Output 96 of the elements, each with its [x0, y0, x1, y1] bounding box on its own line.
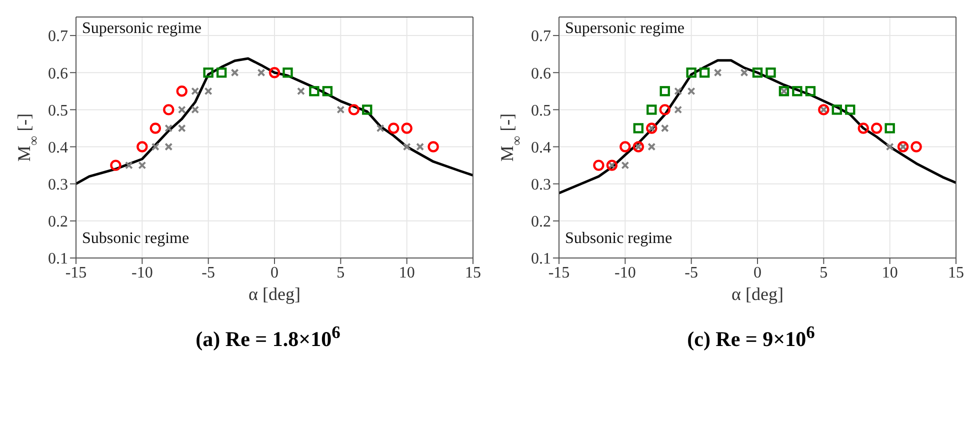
point	[230, 68, 239, 77]
point	[884, 123, 895, 134]
point	[832, 104, 842, 115]
point	[282, 68, 293, 78]
point	[151, 142, 160, 151]
point	[110, 160, 122, 171]
point	[660, 124, 669, 132]
point	[348, 104, 360, 116]
x-tick-label: -10	[614, 264, 636, 282]
text: (c) Re = 9×10$^{6}$	[686, 322, 816, 352]
x-tick-label: -10	[132, 264, 153, 282]
y-tick-label: 0.3	[531, 176, 551, 194]
point	[216, 68, 227, 78]
point	[163, 104, 174, 116]
point	[309, 86, 320, 96]
point	[660, 86, 670, 96]
y-tick-label: 0.6	[48, 65, 68, 82]
x-tick-label: -15	[65, 264, 87, 282]
text: (a) Re = 1.8×10$^{6}$	[194, 322, 342, 352]
y-tick-label: 0.5	[531, 102, 551, 120]
x-tick-label: -15	[548, 264, 570, 282]
point	[792, 86, 802, 96]
point	[176, 86, 188, 97]
annotation: Subsonic regime	[565, 230, 672, 248]
annotation: Supersonic regime	[565, 20, 685, 38]
x-tick-label: 10	[882, 264, 898, 282]
y-tick-label: 0.7	[531, 28, 551, 46]
point	[648, 142, 656, 151]
point	[124, 161, 133, 170]
x-tick-label: -5	[684, 264, 698, 282]
point	[336, 106, 345, 114]
y-tick-label: 0.2	[531, 214, 551, 231]
point	[845, 104, 856, 115]
point	[136, 141, 148, 152]
point	[257, 68, 266, 77]
point	[886, 142, 894, 151]
point	[674, 106, 682, 114]
point	[871, 122, 882, 134]
point	[687, 87, 696, 96]
point	[296, 87, 305, 96]
x-axis-title: α [deg]	[248, 284, 300, 304]
x-tick-label: 5	[820, 264, 828, 282]
x-tick-label: 0	[754, 264, 762, 282]
point	[362, 104, 372, 115]
x-tick-label: 15	[948, 264, 964, 282]
point	[376, 124, 384, 132]
point	[659, 104, 670, 116]
point	[388, 122, 400, 134]
point	[164, 124, 173, 132]
point	[910, 141, 922, 152]
point	[752, 68, 763, 78]
point	[620, 141, 631, 152]
point	[203, 68, 214, 78]
x-tick-label: 15	[465, 264, 481, 282]
x-tick-label: -5	[202, 264, 215, 282]
point	[740, 68, 748, 77]
point	[204, 87, 212, 96]
x-tick-label: 10	[398, 264, 415, 282]
point	[699, 68, 710, 78]
y-tick-label: 0.1	[531, 250, 551, 268]
annotation: Subsonic regime	[82, 230, 190, 248]
y-tick-label: 0.6	[531, 65, 551, 82]
annotation: Supersonic regime	[82, 20, 202, 38]
y-tick-label: 0.1	[48, 250, 68, 268]
point	[191, 106, 200, 114]
point	[322, 86, 333, 96]
y-tick-label: 0.4	[531, 139, 551, 156]
point	[766, 68, 776, 78]
point	[178, 106, 186, 114]
point	[621, 161, 630, 170]
point	[138, 161, 146, 170]
point	[164, 142, 173, 151]
x-tick-label: 5	[336, 264, 345, 282]
point	[646, 104, 657, 115]
point	[593, 160, 604, 171]
point	[633, 123, 644, 134]
y-tick-label: 0.7	[48, 28, 68, 46]
point	[268, 67, 280, 78]
point	[686, 68, 696, 78]
point	[150, 122, 161, 134]
y-tick-label: 0.4	[48, 139, 68, 156]
y-tick-label: 0.2	[48, 214, 68, 231]
x-tick-label: 0	[270, 264, 278, 282]
point	[401, 122, 412, 134]
point	[191, 87, 200, 96]
point	[402, 142, 411, 151]
x-axis-title: α [deg]	[732, 284, 784, 304]
point	[416, 142, 424, 151]
y-tick-label: 0.3	[48, 176, 68, 194]
point	[805, 86, 816, 96]
point	[674, 87, 682, 96]
y-tick-label: 0.5	[48, 102, 68, 120]
point	[178, 124, 186, 132]
point	[428, 141, 439, 152]
point	[714, 68, 722, 77]
point	[858, 122, 869, 134]
